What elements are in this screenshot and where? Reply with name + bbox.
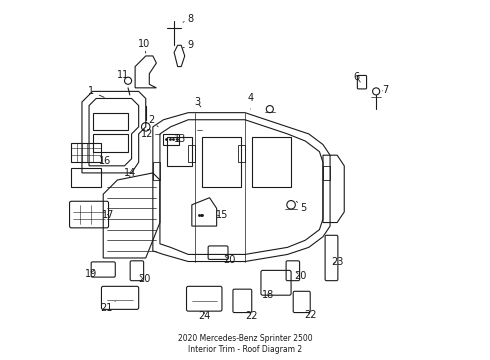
- Text: 1: 1: [88, 86, 104, 97]
- Text: 12: 12: [141, 123, 154, 139]
- Text: 15: 15: [216, 211, 228, 220]
- Text: 10: 10: [138, 39, 150, 53]
- Text: 13: 13: [174, 134, 187, 144]
- Text: 11: 11: [117, 71, 129, 80]
- Text: 3: 3: [194, 97, 201, 107]
- Text: 14: 14: [123, 168, 136, 178]
- Text: 2020 Mercedes-Benz Sprinter 2500
Interior Trim - Roof Diagram 2: 2020 Mercedes-Benz Sprinter 2500 Interio…: [178, 334, 312, 354]
- Text: 2: 2: [148, 115, 158, 127]
- Text: 24: 24: [198, 311, 210, 321]
- Text: 16: 16: [98, 153, 111, 166]
- Text: 20: 20: [138, 274, 150, 284]
- Text: 23: 23: [332, 257, 344, 266]
- Text: 9: 9: [183, 40, 193, 50]
- Text: 7: 7: [382, 85, 388, 95]
- Text: 22: 22: [245, 311, 258, 321]
- Text: 20: 20: [294, 271, 306, 281]
- Text: 6: 6: [354, 72, 360, 82]
- Text: 8: 8: [183, 14, 193, 24]
- Text: 4: 4: [247, 94, 253, 109]
- Text: 5: 5: [296, 201, 307, 213]
- Text: 18: 18: [262, 290, 274, 300]
- Text: 19: 19: [85, 269, 97, 279]
- Text: 22: 22: [304, 310, 317, 320]
- Text: 17: 17: [102, 211, 115, 220]
- Text: 20: 20: [223, 255, 235, 265]
- Text: 21: 21: [100, 301, 115, 313]
